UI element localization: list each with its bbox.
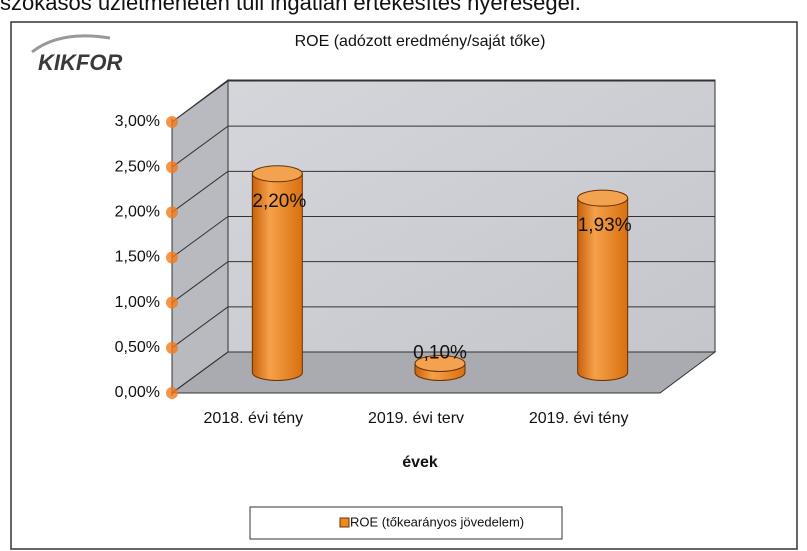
y-tick-label: 2,00% [115, 204, 160, 221]
grid-line-side [171, 170, 229, 213]
legend-box [249, 506, 563, 540]
x-tick-label: 2018. évi tény [204, 410, 304, 427]
y-tick-label: 2,50% [115, 158, 160, 175]
legend-swatch [339, 517, 350, 528]
logo-swoosh [31, 34, 111, 54]
bar-top [577, 189, 629, 207]
bar [577, 197, 629, 381]
data-label: 2,20% [252, 191, 306, 212]
legend-label: ROE (tőkearányos jövedelem) [350, 514, 524, 529]
x-tick-label: 2019. évi tény [529, 410, 629, 427]
tick-dot [166, 387, 178, 399]
bar-top [251, 165, 303, 183]
tick-dot [166, 251, 178, 264]
chart-title: ROE (adózott eredmény/saját tőke) [295, 33, 546, 50]
tick-dot [166, 296, 178, 309]
y-tick-label: 1,50% [115, 249, 160, 266]
tick-dot [166, 116, 178, 128]
grid-line-side [171, 306, 229, 349]
bar-top [414, 354, 466, 372]
bar [251, 173, 303, 381]
grid-line-side [171, 216, 229, 258]
grid-line-side [171, 80, 229, 123]
header-text: szokásos üzletmeneten túli ingatlan érté… [0, 0, 581, 15]
y-tick-label: 1,00% [115, 294, 160, 311]
y-tick-label: 3,00% [115, 113, 160, 130]
tick-dot [166, 206, 178, 219]
grid-line-side [171, 261, 229, 304]
x-tick-label: 2019. évi terv [368, 410, 464, 427]
tick-dot [166, 341, 178, 354]
data-label: 0,10% [413, 342, 467, 363]
tick-dot [166, 161, 178, 174]
y-tick-label: 0,00% [115, 384, 160, 401]
logo: KIKFOR [38, 50, 122, 75]
y-tick-label: 0,50% [115, 339, 160, 356]
x-axis-label: évek [402, 454, 438, 471]
data-label: 1,93% [578, 215, 632, 236]
grid-line-side [171, 125, 229, 168]
grid-line-side [171, 351, 229, 394]
